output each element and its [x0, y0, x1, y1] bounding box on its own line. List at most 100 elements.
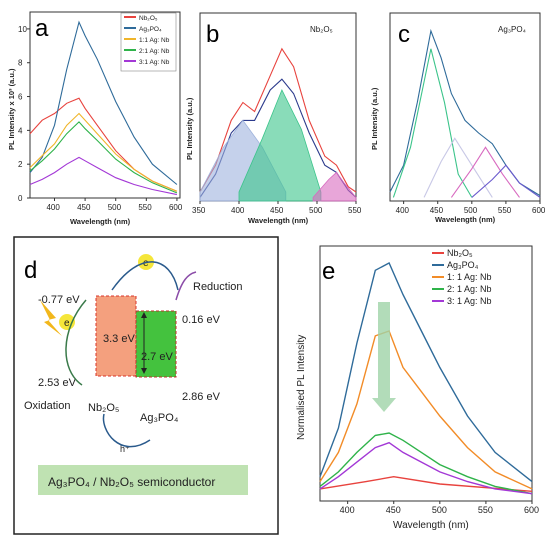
legend-label-e-2: 1: 1 Ag: Nb: [447, 272, 492, 282]
xtick-label-b-1: 400: [231, 206, 245, 215]
xtick-label-e-2: 500: [432, 505, 447, 515]
xtick-label-c-2: 500: [464, 206, 478, 215]
gap-left-label: 3.3 eV: [103, 333, 135, 345]
diagram-frame: [13, 236, 279, 535]
nb2o5-label: Nb₂O₅: [88, 402, 119, 414]
hole-label: h⁺: [120, 444, 130, 454]
title-b: Nb₂O₅: [310, 25, 333, 34]
chart-marks-layer: 400 450 500 550 600 0 2 4 6 8 10 Nb₂O₅ Ag₃PO₄ 1:1 Ag:…: [18, 12, 546, 515]
series-line-c-0: [389, 28, 541, 197]
xtick-label-e-3: 550: [478, 505, 493, 515]
plot-frame-c: [389, 12, 541, 202]
excitation-arrow: [65, 299, 87, 386]
ytick-label-a-2: 4: [18, 126, 23, 135]
xtick-label-b-4: 550: [348, 206, 362, 215]
series-line-a-4: [29, 156, 178, 196]
legend-label-a-3: 2:1 Ag: Nb: [139, 48, 170, 55]
series-line-c-4: [471, 164, 541, 198]
ag3po4-label: Ag₃PO₄: [140, 412, 179, 424]
series-line-a-1: [29, 20, 178, 185]
xlabel-c: Wavelength (nm): [435, 215, 496, 224]
series-line-a-3: [29, 121, 178, 194]
xlabel-e: Wavelength (nm): [393, 520, 469, 531]
series-line-e-2: [319, 330, 533, 490]
series-line-b-0: [199, 47, 357, 193]
legend-label-a-1: Ag₃PO₄: [139, 26, 162, 33]
series-line-e-3: [319, 432, 533, 495]
xtick-label-a-4: 600: [169, 203, 183, 212]
band-diagram: 3.3 eV 2.7 eV -0.77 eV 2.53 eV 0.16 eV 2…: [13, 236, 279, 535]
panel-label-b: b: [206, 21, 219, 48]
legend-label-a-4: 3:1 Ag: Nb: [139, 59, 170, 66]
vb-left-label: 2.53 eV: [38, 377, 77, 389]
xtick-label-e-4: 600: [524, 505, 539, 515]
gap-arrow-head-up: [141, 312, 147, 318]
xlabel-b: Wavelength (nm): [248, 216, 309, 225]
electron-label-top: e: [143, 258, 149, 269]
vb-right-label: 2.86 eV: [182, 391, 221, 403]
cb-left-label: -0.77 eV: [38, 294, 80, 306]
ylabel-a: PL Intensity x 10³ (a.u.): [7, 68, 16, 150]
series-line-e-4: [319, 441, 533, 495]
ylabel-c: PL Intensity (a.u.): [370, 87, 379, 150]
xtick-label-c-1: 450: [430, 206, 444, 215]
xtick-label-a-0: 400: [46, 203, 60, 212]
ytick-label-a-1: 2: [18, 160, 23, 169]
series-line-e-0: [319, 475, 533, 492]
legend-label-a-0: Nb₂O₅: [139, 15, 158, 22]
xtick-label-a-1: 450: [77, 203, 91, 212]
xtick-label-c-0: 400: [396, 206, 410, 215]
title-c: Ag₃PO₄: [498, 25, 526, 34]
series-line-c-3: [450, 146, 520, 198]
nb2o5-band-box: [95, 295, 137, 377]
legend-label-e-3: 2: 1 Ag: Nb: [447, 284, 492, 294]
ytick-label-a-0: 0: [18, 194, 23, 203]
oxidation-label: Oxidation: [24, 400, 70, 412]
xtick-label-b-2: 450: [270, 206, 284, 215]
legend-label-a-2: 1:1 Ag: Nb: [139, 37, 170, 44]
hole-transfer-arrow: [102, 413, 151, 448]
xtick-label-e-1: 450: [386, 505, 401, 515]
caption-label: Ag₃PO₄ / Nb₂O₅ semiconductor: [48, 475, 215, 489]
series-line-a-2: [29, 112, 178, 192]
light-bolt-icon: [40, 300, 62, 336]
caption-box: [38, 465, 248, 495]
legend-label-e-1: Ag₃PO₄: [447, 260, 479, 270]
xtick-label-b-0: 350: [192, 206, 206, 215]
panel-label-d: d: [24, 257, 37, 284]
intensity-decrease-arrow: [372, 302, 396, 412]
xtick-label-a-2: 500: [108, 203, 122, 212]
ylabel-b: PL Intensity (a.u.): [185, 97, 194, 160]
series-line-e-1: [319, 262, 533, 483]
panel-label-a: a: [35, 15, 49, 42]
gap-right-label: 2.7 eV: [141, 351, 173, 363]
xlabel-a: Wavelength (nm): [70, 217, 131, 226]
series-line-c-1: [392, 48, 473, 198]
plot-frame-e: [319, 245, 533, 502]
xtick-label-c-3: 550: [498, 206, 512, 215]
panel-label-c: c: [398, 21, 410, 48]
gap-arrow-head-down: [141, 368, 147, 374]
ylabel-e: Normalised PL Intensity: [296, 335, 307, 440]
ytick-label-a-4: 8: [18, 59, 23, 68]
series-line-a-0: [29, 97, 178, 192]
xtick-label-c-4: 600: [532, 206, 546, 215]
electron-label-left: e: [64, 318, 70, 329]
ag3po4-band-box: [135, 310, 177, 378]
electron-transfer-arrow: [111, 261, 179, 291]
legend-label-e-4: 3: 1 Ag: Nb: [447, 296, 492, 306]
ytick-label-a-5: 10: [18, 25, 27, 34]
xtick-label-e-0: 400: [340, 505, 355, 515]
xtick-label-a-3: 550: [138, 203, 152, 212]
series-area-b-4: [312, 171, 357, 202]
reduction-arrow: [175, 271, 197, 301]
cb-right-label: 0.16 eV: [182, 314, 221, 326]
series-line-c-2: [423, 137, 493, 198]
plot-frame-a: [29, 11, 181, 199]
reduction-label: Reduction: [193, 281, 243, 293]
xtick-label-b-3: 500: [309, 206, 323, 215]
legend-label-e-0: Nb₂O₅: [447, 248, 473, 258]
ytick-label-a-3: 6: [18, 93, 23, 102]
panel-label-e: e: [322, 258, 335, 285]
